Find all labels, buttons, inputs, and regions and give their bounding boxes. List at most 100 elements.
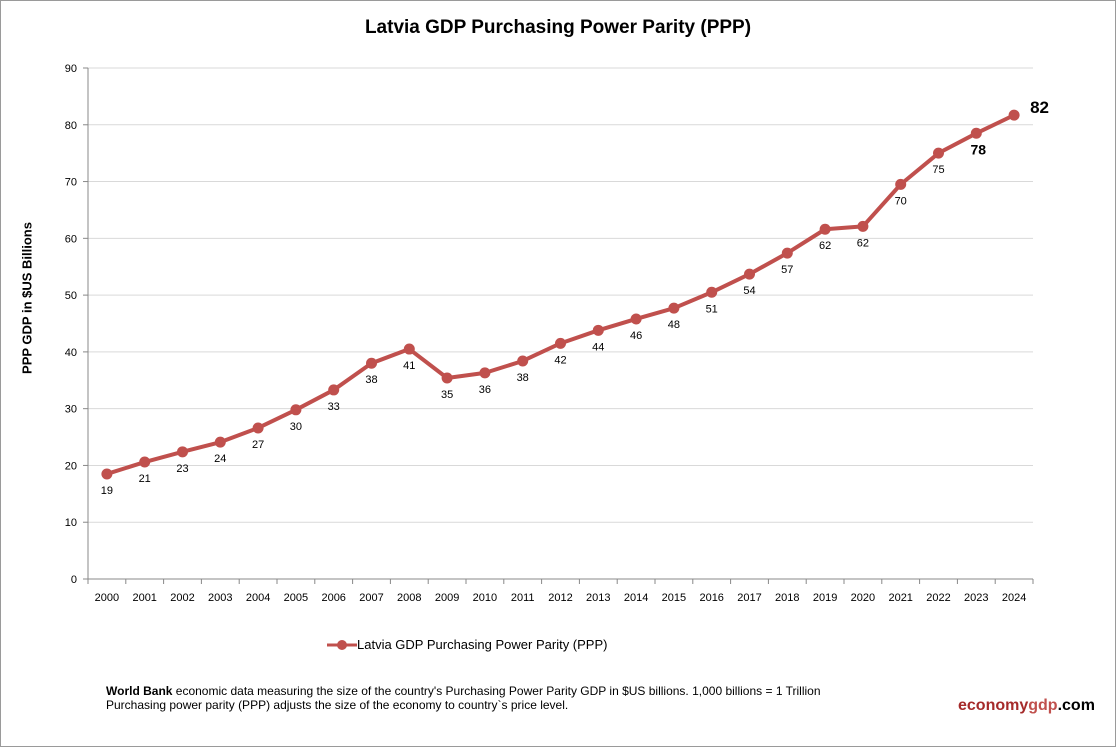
y-tick-label: 70 xyxy=(65,177,77,189)
data-point xyxy=(101,468,113,480)
data-point xyxy=(177,446,188,458)
data-label: 62 xyxy=(857,237,869,249)
footnote-source: World Bank xyxy=(106,684,173,698)
x-tick-label: 2010 xyxy=(473,592,497,604)
data-point xyxy=(555,337,566,349)
data-point xyxy=(290,404,302,416)
data-label: 82 xyxy=(1030,98,1049,117)
x-tick-label: 2015 xyxy=(662,592,686,604)
data-point xyxy=(366,357,377,369)
x-tick-label: 2012 xyxy=(548,592,572,604)
data-point xyxy=(781,247,793,259)
x-tick-label: 2014 xyxy=(624,592,648,604)
data-point xyxy=(403,343,415,355)
data-point xyxy=(441,372,453,384)
logo-part-gdp: gdp xyxy=(1028,697,1058,714)
data-point xyxy=(479,367,491,379)
data-point xyxy=(630,313,642,325)
x-tick-label: 2007 xyxy=(359,592,383,604)
x-tick-label: 2003 xyxy=(208,592,232,604)
y-tick-label: 30 xyxy=(65,404,77,416)
data-label: 21 xyxy=(139,473,151,485)
data-label: 51 xyxy=(706,303,718,315)
data-label: 62 xyxy=(819,240,831,252)
data-point xyxy=(668,302,680,314)
data-label: 38 xyxy=(365,374,377,386)
data-label: 44 xyxy=(592,341,604,353)
y-tick-label: 0 xyxy=(71,574,77,586)
data-label: 42 xyxy=(554,354,566,366)
footnote: World Bank economic data measuring the s… xyxy=(106,684,821,712)
y-tick-label: 50 xyxy=(65,290,77,302)
data-point xyxy=(592,324,604,336)
data-label: 38 xyxy=(517,372,529,384)
legend: Latvia GDP Purchasing Power Parity (PPP) xyxy=(327,637,607,652)
data-point xyxy=(214,436,226,448)
data-point xyxy=(895,178,907,190)
data-label: 48 xyxy=(668,319,680,331)
data-point xyxy=(857,220,869,232)
x-tick-label: 2000 xyxy=(95,592,119,604)
data-label: 36 xyxy=(479,384,491,396)
data-point xyxy=(517,355,529,367)
data-label: 57 xyxy=(781,264,793,276)
x-tick-label: 2020 xyxy=(851,592,875,604)
footnote-line2: Purchasing power parity (PPP) adjusts th… xyxy=(106,698,569,712)
x-tick-label: 2021 xyxy=(888,592,912,604)
data-label: 54 xyxy=(743,285,755,297)
x-tick-label: 2009 xyxy=(435,592,459,604)
x-tick-label: 2002 xyxy=(170,592,194,604)
y-tick-label: 10 xyxy=(65,517,77,529)
x-tick-label: 2024 xyxy=(1002,592,1026,604)
data-point xyxy=(744,268,755,280)
y-tick-label: 90 xyxy=(65,63,77,75)
x-tick-label: 2019 xyxy=(813,592,837,604)
chart-title: Latvia GDP Purchasing Power Parity (PPP) xyxy=(364,17,752,38)
x-tick-label: 2023 xyxy=(964,592,988,604)
legend-label: Latvia GDP Purchasing Power Parity (PPP) xyxy=(357,637,608,652)
data-point xyxy=(706,286,718,298)
data-label: 46 xyxy=(630,330,642,342)
x-tick-label: 2013 xyxy=(586,592,610,604)
data-label: 41 xyxy=(403,360,415,372)
data-point xyxy=(139,456,151,468)
data-label: 75 xyxy=(932,164,944,176)
x-tick-label: 2006 xyxy=(321,592,345,604)
x-tick-label: 2005 xyxy=(284,592,308,604)
data-label: 27 xyxy=(252,439,264,451)
logo-part-economy: economy xyxy=(958,697,1029,714)
footnote-line1: economic data measuring the size of the … xyxy=(172,684,821,698)
legend-marker-icon xyxy=(327,639,357,650)
site-logo[interactable]: economygdp.com xyxy=(958,697,1095,715)
x-tick-label: 2008 xyxy=(397,592,421,604)
x-tick-label: 2022 xyxy=(926,592,950,604)
data-point xyxy=(933,147,944,159)
data-point xyxy=(1008,109,1020,121)
data-point xyxy=(970,127,982,139)
series-line xyxy=(106,113,1015,476)
y-tick-label: 40 xyxy=(65,347,77,359)
logo-part-com: .com xyxy=(1057,697,1095,714)
data-label: 78 xyxy=(971,141,987,157)
x-tick-label: 2016 xyxy=(699,592,723,604)
x-tick-label: 2004 xyxy=(246,592,270,604)
x-tick-label: 2017 xyxy=(737,592,761,604)
data-label: 35 xyxy=(441,389,453,401)
data-point xyxy=(819,223,831,235)
data-label: 23 xyxy=(176,463,188,475)
x-tick-label: 2001 xyxy=(132,592,156,604)
data-label: 19 xyxy=(101,485,113,497)
x-tick-label: 2011 xyxy=(511,592,535,604)
y-tick-label: 60 xyxy=(65,233,77,245)
x-tick-label: 2018 xyxy=(775,592,799,604)
data-label: 70 xyxy=(895,195,907,207)
data-point xyxy=(252,422,264,434)
y-tick-label: 20 xyxy=(65,460,77,472)
data-point xyxy=(328,384,340,396)
data-label: 30 xyxy=(290,421,302,433)
data-label: 33 xyxy=(328,401,340,413)
y-tick-label: 80 xyxy=(65,120,77,132)
data-label: 24 xyxy=(214,453,226,465)
